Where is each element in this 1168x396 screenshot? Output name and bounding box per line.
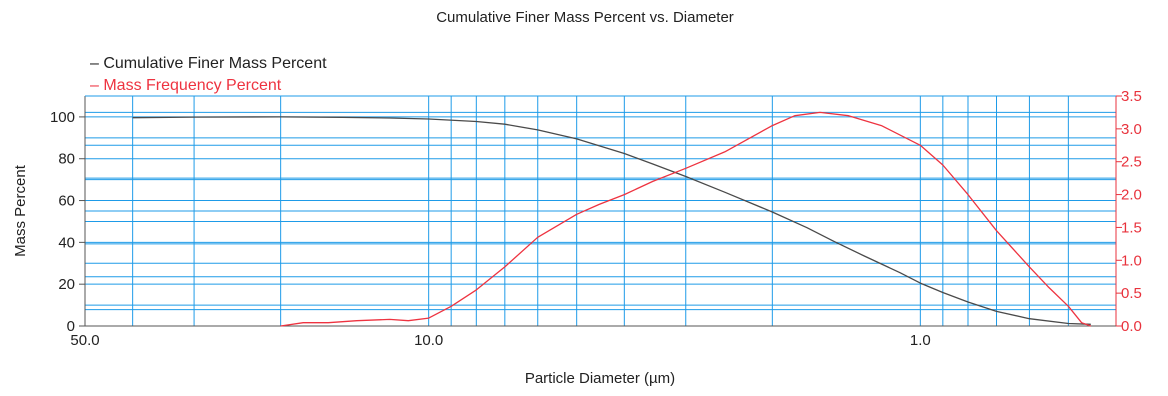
right-tick-label: 0.0: [1121, 318, 1142, 335]
legend-item-frequency[interactable]: – Mass Frequency Percent: [90, 77, 282, 94]
x-tick-label: 1.0: [910, 332, 931, 349]
x-tick-label: 10.0: [414, 332, 443, 349]
y-axis-label: Mass Percent: [12, 164, 29, 257]
right-tick-label: 3.5: [1121, 88, 1142, 105]
right-tick-label: 1.0: [1121, 252, 1142, 269]
left-tick-label: 80: [58, 151, 75, 168]
right-tick-label: 3.0: [1121, 121, 1142, 138]
x-axis-label: Particle Diameter (µm): [525, 370, 675, 387]
series-line-frequency: [280, 111, 1092, 327]
right-tick-label: 2.5: [1121, 154, 1142, 171]
legend: – Cumulative Finer Mass Percent – Mass F…: [90, 55, 327, 94]
right-tick-label: 2.0: [1121, 187, 1142, 204]
x-tick-label: 50.0: [70, 332, 99, 349]
legend-label-cumulative: – Cumulative Finer Mass Percent: [90, 55, 327, 72]
left-tick-label: 40: [58, 234, 75, 251]
series: [132, 111, 1092, 327]
right-tick-label: 0.5: [1121, 285, 1142, 302]
grid: [84, 95, 1117, 327]
chart-title: Cumulative Finer Mass Percent vs. Diamet…: [436, 9, 734, 26]
legend-label-frequency: – Mass Frequency Percent: [90, 77, 282, 94]
left-tick-label: 60: [58, 193, 75, 210]
right-tick-label: 1.5: [1121, 219, 1142, 236]
legend-item-cumulative[interactable]: – Cumulative Finer Mass Percent: [90, 55, 327, 72]
series-line-cumulative: [132, 116, 1091, 325]
axes: 0 20 40 60 80 100 0.0 0.5 1.0 1.5 2.0 2.5 3.0 3.5 50.0…: [50, 88, 1142, 349]
left-tick-label: 100: [50, 109, 75, 126]
left-tick-label: 0: [67, 318, 75, 335]
left-tick-label: 20: [58, 276, 75, 293]
